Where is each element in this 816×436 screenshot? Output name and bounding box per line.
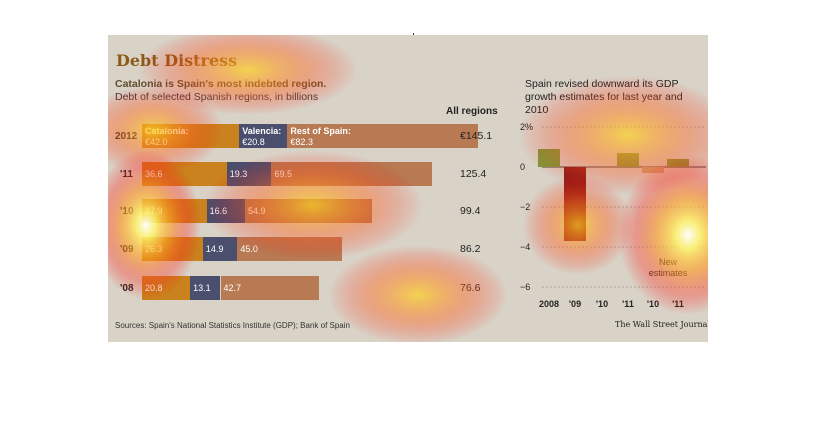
- catalonia-segment: Catalonia: €42.0: [142, 124, 240, 148]
- series-name-label: Valencia:: [242, 126, 282, 136]
- segment-value-label: 13.1: [193, 283, 211, 293]
- segment-value-label: 19.3: [229, 169, 248, 179]
- y-tick-label: −2: [520, 202, 530, 212]
- rest-of-spain-segment: 45.0: [237, 237, 342, 261]
- gdp-year-label: '10: [647, 299, 659, 309]
- segment-value-label: 45.0: [240, 244, 258, 254]
- gdp-year-label: 2008: [539, 299, 559, 309]
- gdp-year-label: '11: [672, 299, 684, 309]
- catalonia-segment: 36.6: [142, 162, 227, 186]
- valencia-segment: 19.3: [226, 162, 272, 186]
- total-value-label: 125.4: [460, 168, 487, 180]
- segment-value-text: €20.8: [242, 137, 265, 147]
- rest-of-spain-segment: Rest of Spain: €82.3: [287, 124, 478, 148]
- valencia-segment: 14.9: [202, 237, 238, 261]
- new-estimates-label: New estimates: [648, 257, 688, 278]
- gdp-bar: [667, 159, 689, 167]
- catalonia-segment: 26.3: [142, 237, 203, 261]
- chart-subtitle-line1: Catalonia is Spain's most indebted regio…: [115, 78, 327, 90]
- all-regions-header: All regions: [446, 106, 498, 117]
- year-label: '08: [120, 283, 134, 294]
- gdp-growth-chart: 2% 0 −2 −4 −6 2008 '09 '10 '11 '10 '11: [520, 122, 706, 309]
- gdp-bar: [564, 167, 586, 241]
- segment-value-label: 26.3: [145, 244, 163, 254]
- total-value-label: €145.1: [460, 130, 493, 142]
- series-name-label: Catalonia:: [145, 126, 189, 136]
- publisher-credit: The Wall Street Journal: [615, 320, 708, 329]
- heat-spot: [328, 245, 508, 342]
- gdp-bar: [617, 153, 639, 167]
- year-label: '10: [120, 206, 134, 217]
- heat-spot: [138, 35, 358, 115]
- segment-value-label: Catalonia: €42.0: [145, 126, 189, 148]
- gdp-year-label: '10: [596, 299, 608, 309]
- segment-value-label: Rest of Spain: €82.3: [290, 126, 351, 148]
- gdp-bar: [642, 167, 664, 173]
- year-label: 2012: [115, 131, 138, 142]
- segment-value-label: 14.9: [205, 244, 224, 254]
- segment-value-label: 27.9: [145, 206, 163, 216]
- catalonia-segment: 27.9: [142, 199, 207, 223]
- segment-value-label: 36.6: [145, 169, 163, 179]
- infographic-panel: Debt Distress Catalonia is Spain's most …: [108, 35, 708, 342]
- catalonia-segment: 20.8: [142, 276, 191, 300]
- rest-of-spain-segment: 54.9: [245, 199, 373, 223]
- segment-value-text: €42.0: [145, 137, 168, 147]
- total-value-label: 86.2: [460, 243, 481, 255]
- chart-title: Debt Distress: [116, 51, 238, 70]
- segment-value-label: 69.5: [274, 169, 292, 179]
- valencia-segment: 13.1: [190, 276, 221, 300]
- gdp-year-label: '09: [569, 299, 581, 309]
- segment-value-label: Valencia: €20.8: [242, 126, 281, 148]
- y-tick-label: −4: [520, 242, 530, 252]
- chart-subtitle-line2: Debt of selected Spanish regions, in bil…: [115, 91, 319, 103]
- rest-of-spain-segment: 42.7: [220, 276, 320, 300]
- gdp-bar: [538, 149, 560, 167]
- total-value-label: 76.6: [460, 282, 481, 294]
- y-tick-label: 2%: [520, 122, 533, 132]
- year-label: '11: [120, 169, 133, 180]
- series-name-label: Rest of Spain:: [290, 126, 351, 136]
- valencia-segment: 16.6: [206, 199, 246, 223]
- y-tick-label: 0: [520, 162, 525, 172]
- year-label: '09: [120, 244, 134, 255]
- y-tick-label: −6: [520, 282, 530, 292]
- sources-note: Sources: Spain's National Statistics Ins…: [115, 321, 350, 330]
- top-tick-mark: [413, 33, 414, 36]
- gdp-chart-title: Spain revised downward its GDP growth es…: [525, 78, 683, 116]
- segment-value-label: 54.9: [248, 206, 266, 216]
- segment-value-label: 16.6: [209, 206, 228, 216]
- segment-value-label: 20.8: [145, 283, 163, 293]
- gdp-year-label: '11: [622, 299, 634, 309]
- segment-value-label: 42.7: [223, 283, 242, 293]
- valencia-segment: Valencia: €20.8: [239, 124, 288, 148]
- rest-of-spain-segment: 69.5: [271, 162, 433, 186]
- total-value-label: 99.4: [460, 205, 481, 217]
- segment-value-text: €82.3: [290, 137, 313, 147]
